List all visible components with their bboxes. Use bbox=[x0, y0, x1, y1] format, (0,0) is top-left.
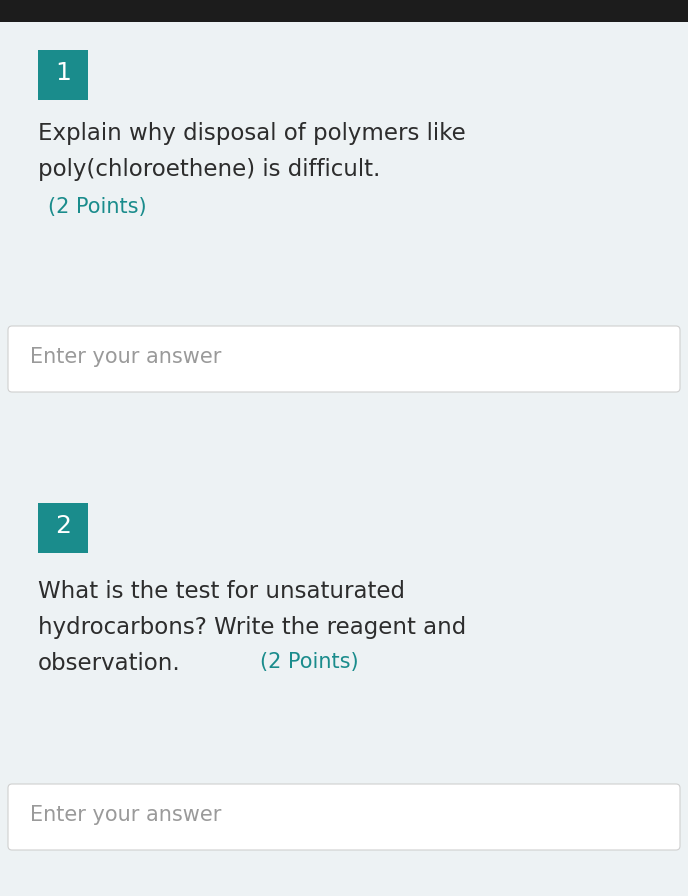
Text: poly(chloroethene) is difficult.: poly(chloroethene) is difficult. bbox=[38, 158, 380, 181]
Bar bbox=[38, 503, 88, 553]
FancyBboxPatch shape bbox=[8, 784, 680, 850]
Bar bbox=[0, 22, 688, 317]
Text: 2: 2 bbox=[55, 514, 71, 538]
Text: (2 Points): (2 Points) bbox=[48, 197, 147, 217]
Bar bbox=[0, 460, 688, 800]
FancyBboxPatch shape bbox=[8, 326, 680, 392]
Text: Explain why disposal of polymers like: Explain why disposal of polymers like bbox=[38, 122, 466, 145]
Text: observation.: observation. bbox=[38, 652, 181, 675]
Text: hydrocarbons? Write the reagent and: hydrocarbons? Write the reagent and bbox=[38, 616, 466, 639]
Bar bbox=[38, 50, 88, 100]
Bar bbox=[0, 0, 688, 22]
Text: What is the test for unsaturated: What is the test for unsaturated bbox=[38, 580, 405, 603]
Text: 1: 1 bbox=[55, 61, 71, 85]
Text: (2 Points): (2 Points) bbox=[260, 652, 358, 672]
Text: Enter your answer: Enter your answer bbox=[30, 805, 222, 825]
Text: Enter your answer: Enter your answer bbox=[30, 347, 222, 367]
